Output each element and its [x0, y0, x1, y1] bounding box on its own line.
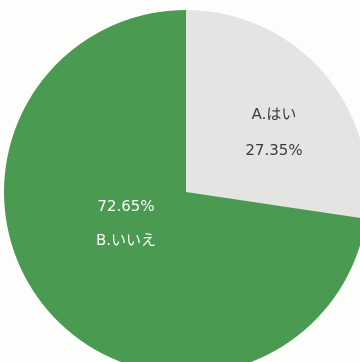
- slice-a-value-label: 27.35%: [245, 141, 302, 159]
- slice-a-category-label: A.はい: [252, 105, 297, 123]
- slice-b-value-label: 72.65%: [97, 197, 154, 215]
- slice-b-category-label: B.いいえ: [96, 231, 156, 249]
- pie-slice-b: [4, 10, 360, 362]
- pie-slice-a: [186, 10, 360, 218]
